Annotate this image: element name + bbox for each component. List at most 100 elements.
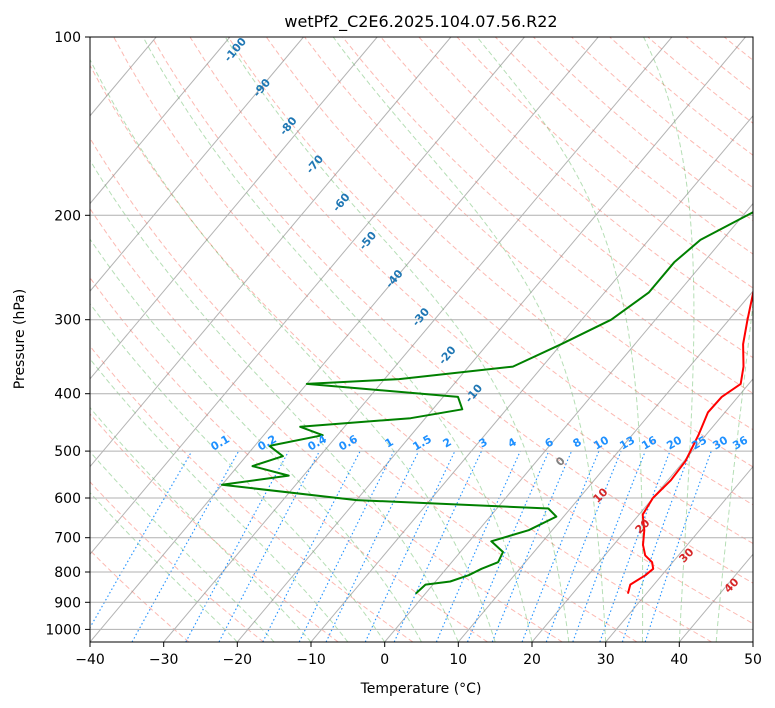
mixing-ratio-label: 10 bbox=[591, 433, 611, 452]
x-tick-label: 10 bbox=[449, 652, 467, 668]
dry-adiabat bbox=[90, 345, 414, 642]
profile-lines bbox=[221, 211, 753, 595]
dry-adiabat bbox=[418, 37, 753, 324]
x-tick-label: 40 bbox=[670, 652, 688, 668]
isotherm-line bbox=[90, 37, 231, 205]
isotherm-line bbox=[605, 465, 753, 642]
moist-adiabat-label: 40 bbox=[722, 575, 742, 595]
moist-adiabat bbox=[90, 58, 496, 642]
dry-adiabat-label: -70 bbox=[303, 152, 326, 176]
mixing-ratio-line bbox=[466, 450, 550, 642]
mixing-ratio-label: 3 bbox=[477, 435, 490, 450]
isotherm-line bbox=[90, 37, 452, 468]
background-lines bbox=[90, 37, 775, 642]
dry-adiabat bbox=[227, 37, 753, 506]
mixing-ratio-line bbox=[298, 450, 395, 642]
y-tick-label: 900 bbox=[54, 595, 81, 611]
dry-adiabat-label: -100 bbox=[221, 35, 249, 65]
dry-adiabat bbox=[380, 37, 753, 359]
isotherm-line bbox=[90, 37, 304, 292]
mixing-ratio-label: 36 bbox=[730, 433, 750, 452]
dry-adiabat bbox=[90, 481, 264, 642]
mixing-ratio-label: 2 bbox=[441, 435, 454, 450]
moist-adiabat-label: 0 bbox=[553, 454, 568, 469]
mixing-ratio-line bbox=[521, 450, 600, 642]
mixing-ratio-line bbox=[621, 450, 692, 642]
x-tick-label: −40 bbox=[75, 652, 105, 668]
dewpoint-line bbox=[221, 211, 753, 595]
mixing-ratio-label: 4 bbox=[506, 435, 519, 450]
dry-adiabat bbox=[723, 37, 753, 61]
isotherm-line bbox=[531, 378, 753, 642]
mixing-ratio-line bbox=[644, 450, 712, 642]
isotherm-line bbox=[752, 641, 753, 642]
dry-adiabat-label: -10 bbox=[462, 381, 485, 405]
mixing-ratio-label: 16 bbox=[639, 433, 659, 452]
grid-lines bbox=[90, 37, 753, 642]
mixing-ratio-label: 1 bbox=[383, 435, 396, 450]
dry-adiabat bbox=[90, 137, 638, 642]
mixing-ratio-line bbox=[393, 450, 482, 642]
isotherm-line bbox=[457, 290, 753, 642]
isotherm-line bbox=[678, 553, 753, 642]
y-tick-label: 600 bbox=[54, 491, 81, 507]
mixing-ratio-label: 30 bbox=[710, 433, 730, 452]
y-tick-label: 1000 bbox=[45, 622, 81, 638]
moist-adiabat bbox=[90, 491, 238, 642]
mixing-ratio-line bbox=[545, 450, 622, 642]
mixing-ratio-line bbox=[185, 450, 290, 642]
y-tick-label: 700 bbox=[54, 531, 81, 547]
isotherm-line bbox=[236, 37, 746, 642]
mixing-ratio-line bbox=[131, 450, 240, 642]
y-tick-label: 800 bbox=[54, 565, 81, 581]
plot-frame bbox=[89, 36, 754, 643]
dry-adiabat bbox=[304, 37, 753, 431]
dry-adiabat bbox=[189, 37, 753, 545]
moist-adiabat bbox=[224, 37, 570, 642]
dry-adiabat bbox=[494, 37, 753, 255]
x-tick-label: 0 bbox=[380, 652, 389, 668]
moist-adiabat bbox=[90, 238, 422, 642]
mixing-ratio-label: 0.6 bbox=[337, 432, 361, 453]
dry-adiabat bbox=[90, 64, 712, 642]
dry-adiabat bbox=[762, 37, 775, 642]
moist-adiabat bbox=[90, 406, 312, 642]
y-tick-label: 400 bbox=[54, 387, 81, 403]
mixing-ratio-label: 20 bbox=[664, 433, 684, 452]
isotherm-line bbox=[90, 37, 378, 380]
temperature-line bbox=[626, 288, 753, 594]
dry-adiabat bbox=[90, 549, 190, 642]
x-axis: −40 −30 −20 −10 0 10 20 30 40 50 bbox=[75, 642, 762, 668]
dry-adiabat bbox=[90, 276, 488, 642]
isotherm-line bbox=[163, 37, 673, 642]
mixing-ratio-line bbox=[599, 450, 671, 642]
dry-adiabat-label: -20 bbox=[436, 343, 459, 367]
chart-title: wetPf2_C2E6.2025.104.07.56.R22 bbox=[284, 12, 557, 32]
mixing-ratio-label: 6 bbox=[543, 435, 556, 450]
x-tick-label: 50 bbox=[744, 652, 762, 668]
y-tick-label: 100 bbox=[54, 30, 81, 46]
x-tick-label: 30 bbox=[597, 652, 615, 668]
dry-adiabat bbox=[647, 37, 753, 124]
moist-adiabat bbox=[90, 358, 349, 642]
y-tick-label: 300 bbox=[54, 313, 81, 329]
y-tick-label: 200 bbox=[54, 208, 81, 224]
mixing-ratio-line bbox=[435, 450, 521, 642]
mixing-ratio-line bbox=[364, 450, 456, 642]
y-tick-label: 500 bbox=[54, 444, 81, 460]
mixing-ratio-line bbox=[491, 450, 573, 642]
x-tick-label: −10 bbox=[296, 652, 326, 668]
x-axis-label: Temperature (°C) bbox=[360, 681, 482, 697]
mixing-ratio-line bbox=[262, 450, 361, 642]
mixing-ratio-line bbox=[572, 450, 646, 642]
isotherm-line bbox=[90, 37, 525, 556]
moist-adiabat bbox=[142, 37, 533, 642]
dry-adiabat bbox=[342, 37, 753, 394]
line-labels: -100-90-80-70-60-50-40-30-20-100.1 0.2 0.4… bbox=[209, 35, 751, 596]
moist-adiabat bbox=[332, 37, 607, 642]
dry-adiabat-label: -30 bbox=[409, 305, 432, 329]
moist-adiabat bbox=[90, 450, 275, 642]
mixing-ratio-label: 25 bbox=[689, 434, 709, 453]
mixing-ratio-line bbox=[90, 450, 193, 629]
